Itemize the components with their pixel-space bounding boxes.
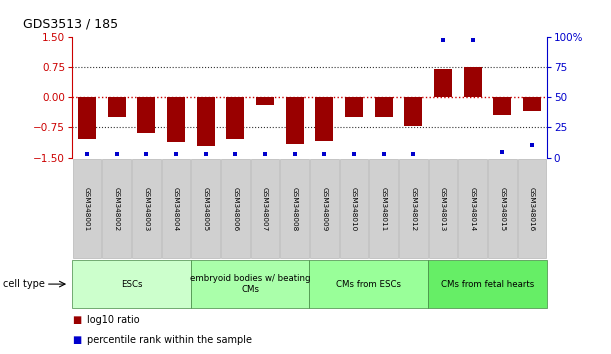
Bar bbox=[464, 67, 481, 97]
Text: GSM348014: GSM348014 bbox=[470, 187, 476, 231]
Text: GSM348012: GSM348012 bbox=[411, 187, 416, 231]
Bar bbox=[375, 97, 392, 118]
Text: GDS3513 / 185: GDS3513 / 185 bbox=[23, 17, 119, 30]
Text: CMs from fetal hearts: CMs from fetal hearts bbox=[441, 280, 534, 289]
Text: GSM348010: GSM348010 bbox=[351, 187, 357, 231]
Text: GSM348006: GSM348006 bbox=[232, 187, 238, 231]
Bar bbox=[494, 97, 511, 115]
Bar bbox=[227, 97, 244, 139]
Text: embryoid bodies w/ beating
CMs: embryoid bodies w/ beating CMs bbox=[190, 274, 310, 294]
Text: GSM348016: GSM348016 bbox=[529, 187, 535, 231]
Bar bbox=[137, 97, 155, 133]
Text: GSM348015: GSM348015 bbox=[499, 187, 505, 231]
Bar bbox=[167, 97, 185, 142]
Text: GSM348005: GSM348005 bbox=[203, 187, 208, 231]
Text: GSM348008: GSM348008 bbox=[291, 187, 298, 231]
Bar bbox=[315, 97, 333, 142]
Text: ■: ■ bbox=[72, 335, 81, 345]
Bar bbox=[256, 97, 274, 104]
Text: GSM348007: GSM348007 bbox=[262, 187, 268, 231]
Text: cell type: cell type bbox=[3, 279, 45, 289]
Text: ■: ■ bbox=[72, 315, 81, 325]
Bar bbox=[286, 97, 304, 144]
Text: GSM348001: GSM348001 bbox=[84, 187, 90, 231]
Text: GSM348011: GSM348011 bbox=[381, 187, 387, 231]
Bar bbox=[434, 69, 452, 97]
Text: GSM348004: GSM348004 bbox=[173, 187, 179, 231]
Text: ESCs: ESCs bbox=[121, 280, 142, 289]
Bar bbox=[345, 97, 363, 118]
Bar bbox=[404, 97, 422, 126]
Text: percentile rank within the sample: percentile rank within the sample bbox=[87, 335, 252, 345]
Text: GSM348003: GSM348003 bbox=[143, 187, 149, 231]
Text: GSM348013: GSM348013 bbox=[440, 187, 446, 231]
Bar bbox=[523, 97, 541, 112]
Bar bbox=[78, 97, 96, 139]
Text: GSM348009: GSM348009 bbox=[321, 187, 327, 231]
Text: CMs from ESCs: CMs from ESCs bbox=[336, 280, 401, 289]
Bar bbox=[108, 97, 125, 118]
Bar bbox=[197, 97, 214, 146]
Text: log10 ratio: log10 ratio bbox=[87, 315, 139, 325]
Text: GSM348002: GSM348002 bbox=[114, 187, 120, 231]
